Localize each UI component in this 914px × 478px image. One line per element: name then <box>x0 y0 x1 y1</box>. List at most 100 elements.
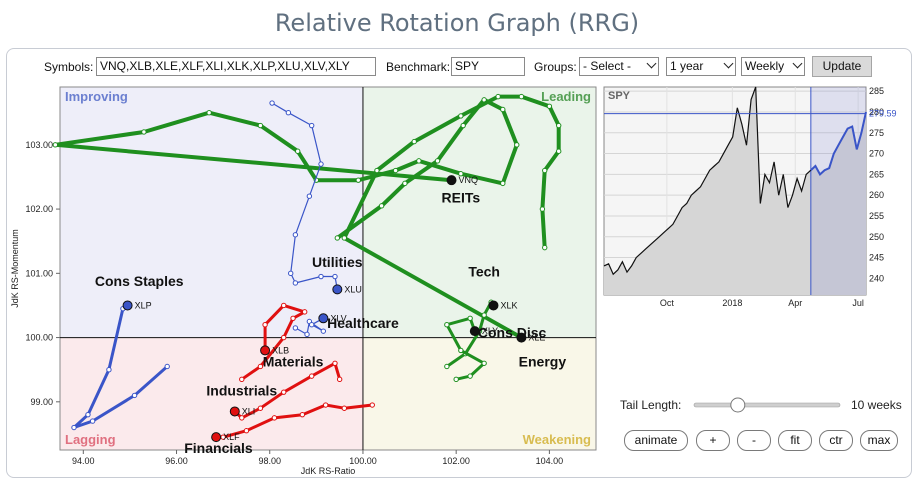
tail-point <box>85 411 91 418</box>
spy-y-tick-label: 275 <box>869 128 884 138</box>
tail-point <box>239 376 245 383</box>
quadrant-improving <box>60 87 363 338</box>
spy-price-line <box>603 86 812 276</box>
group-label: Healthcare <box>327 315 399 331</box>
spy-y-tick-label: 250 <box>869 232 884 242</box>
tail-point <box>402 180 408 187</box>
tail-point <box>164 363 170 370</box>
endpoint-xly <box>469 326 480 337</box>
spy-y-tick-label: 240 <box>869 273 884 283</box>
group-label: Cons Disc <box>478 325 547 341</box>
spy-y-tick-label: 280 <box>869 107 884 117</box>
tail-line-xlf <box>214 403 374 439</box>
tail-point <box>281 302 287 309</box>
tail-point <box>308 373 315 379</box>
tail-point <box>292 280 299 286</box>
quadrant-label: Leading <box>541 89 591 104</box>
tail-point <box>281 334 287 341</box>
x-tick-label: 104.00 <box>536 456 564 466</box>
symbol-label: VNQ <box>459 175 479 185</box>
tail-point <box>239 415 245 421</box>
tail-point <box>518 93 525 100</box>
tail-point <box>514 142 520 148</box>
tail-point <box>467 373 473 379</box>
tail-point <box>206 109 212 116</box>
endpoint-xli <box>229 406 240 417</box>
center-button[interactable]: ctr <box>819 430 853 451</box>
endpoint-xlu <box>332 284 343 295</box>
group-label: Materials <box>263 353 324 369</box>
spy-y-tick-label: 270 <box>869 149 884 159</box>
y-axis-label: JdK RS-Momentum <box>10 229 20 308</box>
update-button[interactable]: Update <box>812 56 872 77</box>
period-select[interactable]: 1 year <box>666 57 736 76</box>
period-select-value: 1 year <box>670 59 704 73</box>
endpoint-xlf <box>211 432 222 443</box>
quadrant-label: Lagging <box>65 432 116 447</box>
frequency-select[interactable]: Weekly <box>741 57 805 76</box>
rrg-main-plot: Improving Leading Lagging Weakening 94.00 96.… <box>10 86 597 476</box>
tail-point <box>341 235 348 241</box>
group-label: Tech <box>468 264 500 280</box>
group-label: Financials <box>184 440 253 456</box>
spy-tail-window <box>810 87 866 295</box>
tail-point <box>546 103 553 109</box>
symbol-label: XLF <box>223 432 240 442</box>
symbol-label: XLU <box>344 284 362 294</box>
tail-point <box>141 129 147 135</box>
tail-line-xlp <box>72 303 169 429</box>
tail-point <box>318 273 324 280</box>
tail-point <box>556 148 562 154</box>
spy-y-tick-label: 265 <box>869 169 884 179</box>
y-tick-label: 101.00 <box>25 268 53 278</box>
spy-y-tick-label: 285 <box>869 86 884 96</box>
tail-point <box>500 180 506 187</box>
symbols-input[interactable]: VNQ,XLB,XLE,XLF,XLI,XLK,XLP,XLU,XLV,XLY <box>96 57 376 76</box>
tail-point <box>539 206 546 212</box>
symbol-label: XLE <box>528 333 545 343</box>
x-tick-label: 96.00 <box>165 456 188 466</box>
groups-select[interactable]: - Select - <box>579 57 659 76</box>
animate-button[interactable]: animate <box>624 430 688 451</box>
zoom-in-button[interactable]: + <box>696 430 730 451</box>
groups-select-value: - Select - <box>583 59 632 73</box>
benchmark-input[interactable]: SPY <box>451 57 525 76</box>
tail-point <box>369 402 375 408</box>
y-tick-label: 103.00 <box>25 140 53 150</box>
tail-point <box>262 322 268 328</box>
spy-y-tick-label: 255 <box>869 211 884 221</box>
groups-label: Groups: <box>534 60 577 74</box>
tail-point <box>301 309 308 315</box>
endpoint-xlk <box>488 300 499 311</box>
endpoint-vnq <box>446 175 457 186</box>
endpoint-xlv <box>318 313 329 324</box>
maximize-button[interactable]: max <box>860 430 898 451</box>
tail-point <box>416 158 422 164</box>
tail-point <box>269 100 275 106</box>
slider-handle <box>730 397 746 413</box>
spy-price-line-recent <box>810 111 867 176</box>
tail-point <box>290 315 296 321</box>
zoom-out-button[interactable]: - <box>737 430 771 451</box>
tail-point <box>542 244 548 251</box>
tail-point <box>332 360 338 366</box>
plot-border <box>59 86 597 451</box>
y-tick-label: 100.00 <box>25 333 53 343</box>
tail-point <box>106 366 112 373</box>
tail-point <box>392 167 399 174</box>
tail-point <box>243 428 250 434</box>
endpoint-xlb <box>260 345 271 356</box>
y-tick-label: 102.00 <box>25 204 53 214</box>
slider-track <box>693 402 841 408</box>
spy-x-tick-label: Apr <box>788 298 802 308</box>
tail-point <box>288 270 294 277</box>
tail-point <box>500 106 506 113</box>
tail-line-xlb <box>240 303 307 381</box>
tail-length-slider[interactable] <box>693 397 841 413</box>
x-tick-label: 98.00 <box>258 456 281 466</box>
fit-button[interactable]: fit <box>778 430 812 451</box>
tail-point <box>495 93 501 100</box>
tail-point <box>542 167 548 174</box>
tail-point <box>434 158 441 164</box>
